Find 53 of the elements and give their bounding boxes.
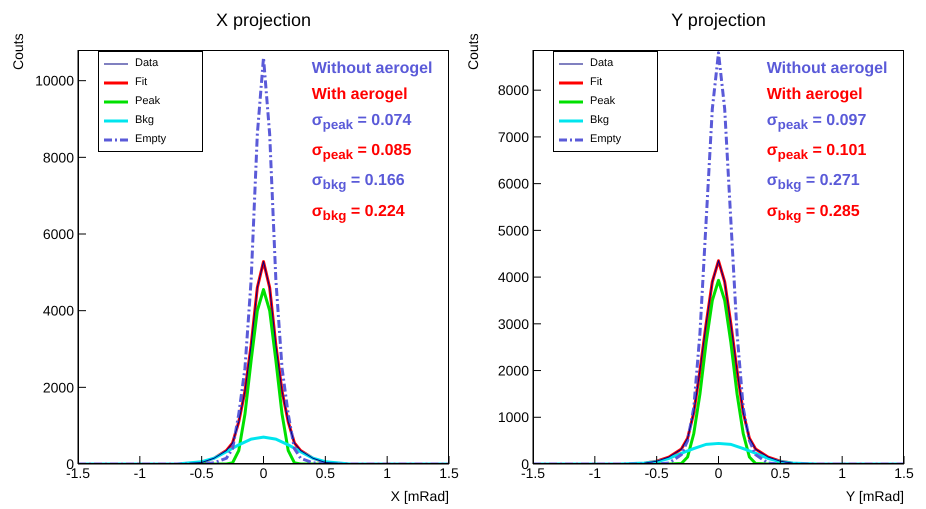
- x-tick-label: 0.5: [316, 464, 336, 481]
- legend-label: Empty: [590, 132, 622, 147]
- y-tick-label: 6000: [498, 176, 530, 192]
- x-tick-label: 1: [838, 464, 846, 481]
- annotation: σ$_{peak}$ = 0.085: [312, 141, 412, 164]
- x-tick-label: -1: [588, 464, 602, 481]
- legend-label: Peak: [135, 94, 160, 109]
- legend-label: Bkg: [135, 113, 154, 128]
- annotation: σ$_{peak}$ = 0.101: [766, 141, 868, 164]
- y-tick-label: 3000: [498, 316, 530, 332]
- x-axis-title: X [mRad]: [390, 488, 449, 504]
- y-tick-label: 2000: [42, 379, 74, 396]
- x-tick-label: -0.5: [644, 464, 669, 481]
- y-tick-label: 8000: [498, 82, 530, 98]
- y-tick-label: 7000: [498, 128, 530, 145]
- annotation: σ$_{bkg}$ = 0.271: [766, 171, 861, 195]
- legend-label: Empty: [135, 132, 166, 147]
- legend-label: Data: [590, 56, 614, 71]
- annotation: σ$_{peak}$ = 0.074: [312, 111, 412, 134]
- x-tick-label: 0: [260, 464, 268, 481]
- x-tick-label: 0.5: [770, 464, 790, 481]
- annotation: Without aerogel: [766, 59, 888, 79]
- legend-label: Fit: [590, 75, 602, 90]
- annotation: σ$_{peak}$ = 0.097: [766, 111, 868, 134]
- annotation: σ$_{bkg}$ = 0.224: [312, 202, 406, 225]
- y-tick-label: 4000: [42, 302, 74, 319]
- annotation: With aerogel: [312, 85, 409, 105]
- chart-title: X projection: [214, 10, 312, 31]
- y-tick-label: 6000: [42, 226, 74, 242]
- x-tick-label: 1.5: [439, 464, 459, 481]
- y-tick-label: 2000: [498, 362, 530, 379]
- y-tick-label: 5000: [498, 222, 530, 238]
- annotation: Without aerogel: [312, 59, 432, 79]
- annotation: With aerogel: [766, 85, 864, 105]
- x-tick-label: 1.5: [894, 464, 914, 481]
- legend-label: Data: [135, 56, 158, 71]
- y-tick-label: 4000: [498, 269, 530, 286]
- y-tick-label: 1000: [498, 409, 530, 426]
- y-axis-title: Couts: [10, 33, 26, 70]
- y-tick-label: 8000: [42, 149, 74, 166]
- chart-title: Y projection: [670, 10, 767, 31]
- legend-label: Bkg: [590, 113, 609, 128]
- legend-label: Fit: [135, 75, 148, 90]
- x-tick-label: 0: [714, 464, 723, 481]
- x-axis-title: Y [mRad]: [846, 488, 904, 504]
- y-axis-title: Couts: [465, 33, 481, 70]
- x-tick-label: -0.5: [190, 464, 214, 481]
- legend-label: Peak: [590, 94, 616, 109]
- annotation: σ$_{bkg}$ = 0.166: [312, 171, 406, 195]
- y-tick-label: 10000: [35, 72, 74, 89]
- x-tick-label: -1: [134, 464, 146, 481]
- annotation: σ$_{bkg}$ = 0.285: [766, 202, 861, 225]
- x-tick-label: 1: [383, 464, 392, 481]
